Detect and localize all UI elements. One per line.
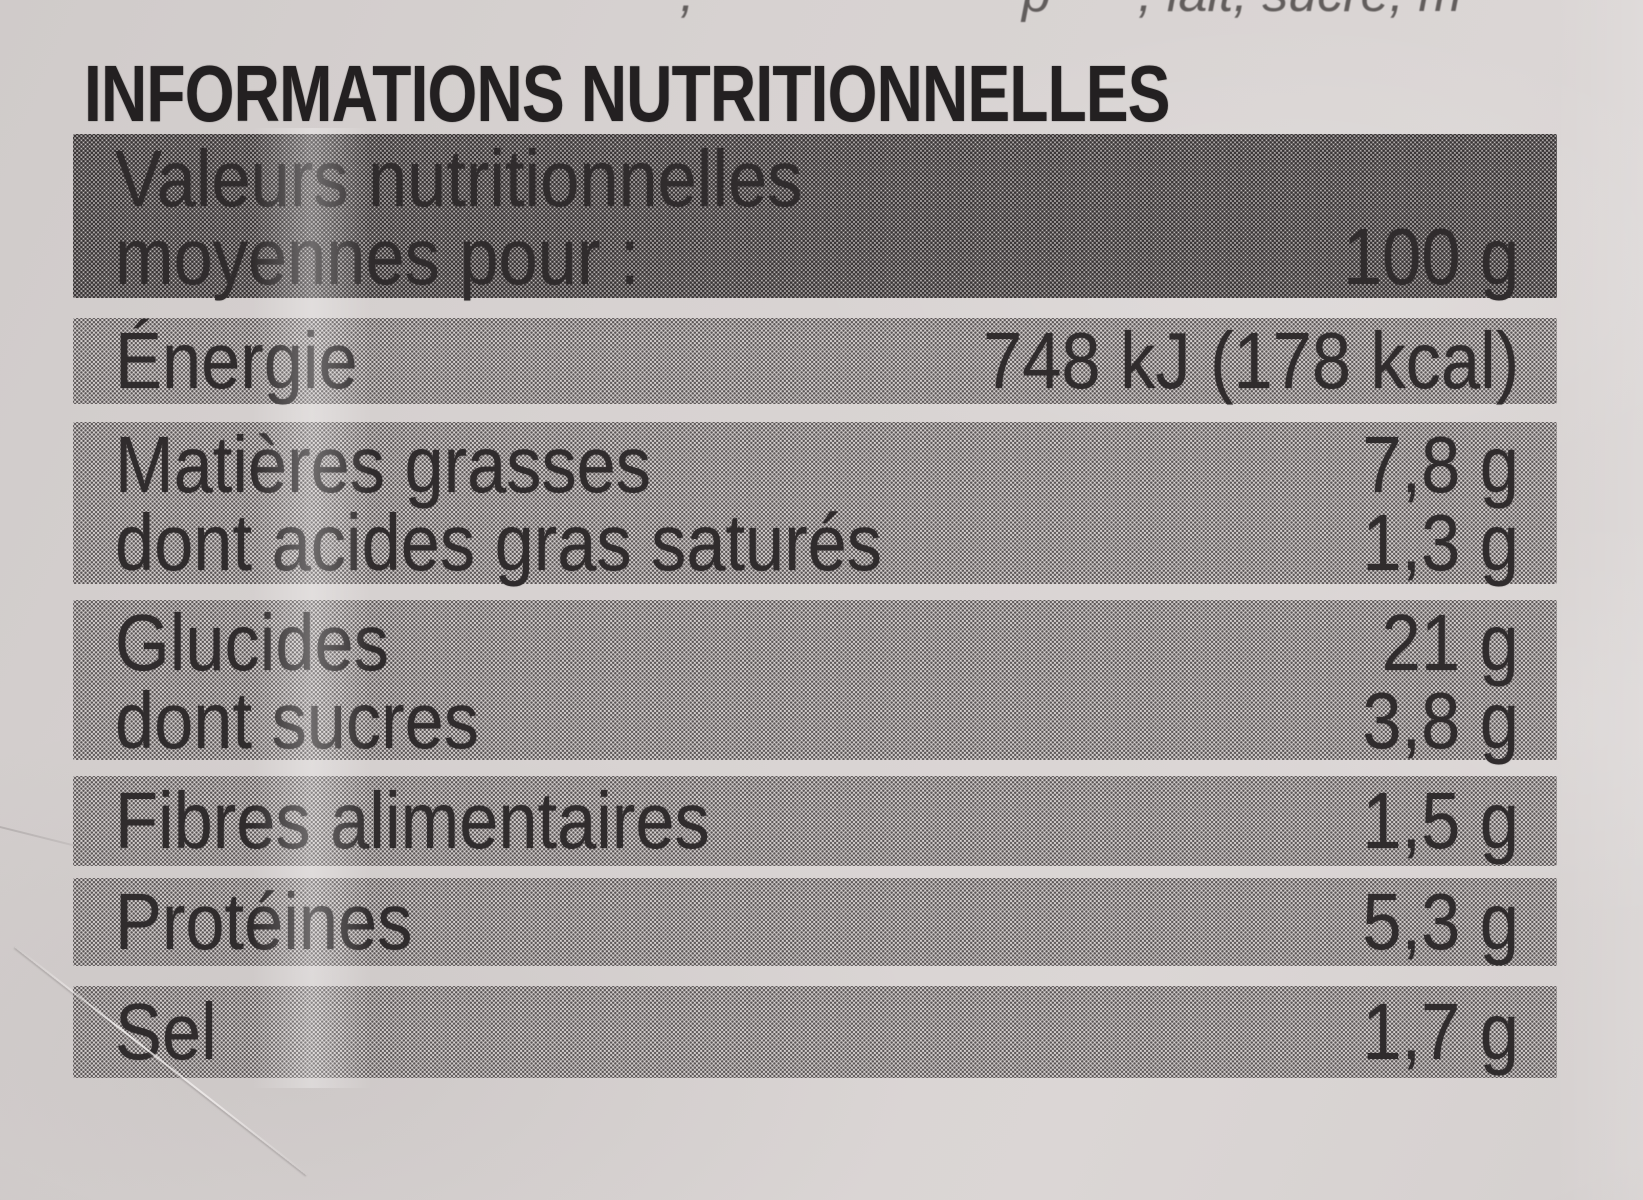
nutrient-value: 748 kJ (178 kcal) <box>982 316 1519 405</box>
nutrient-label: Glucides <box>115 598 389 687</box>
table-row-energie: Énergie 748 kJ (178 kcal) <box>73 318 1557 404</box>
cropped-text-fragment: , lait, sucre, m <box>1138 0 1462 24</box>
row-subline: dont acides gras saturés 1,3 g <box>115 498 1519 587</box>
cropped-text-fragment: , <box>680 0 694 24</box>
nutrient-subvalue: 3,8 g <box>1362 676 1519 765</box>
table-header-row: Valeurs nutritionnelles moyennes pour : … <box>73 134 1557 298</box>
header-serving-value: 100 g <box>1342 212 1519 301</box>
row-line: Glucides 21 g <box>115 598 1519 687</box>
nutrient-value: 5,3 g <box>1362 877 1519 966</box>
paper-edge-highlight <box>1553 0 1643 1200</box>
table-row-sel: Sel 1,7 g <box>73 986 1557 1078</box>
nutrient-sublabel: dont acides gras saturés <box>115 498 883 587</box>
header-label: Valeurs nutritionnelles <box>115 134 803 223</box>
row-subline: dont sucres 3,8 g <box>115 676 1519 765</box>
row-line: Protéines 5,3 g <box>115 882 1519 962</box>
page-title-text: INFORMATIONS NUTRITIONNELLES <box>84 49 1171 138</box>
row-line: Fibres alimentaires 1,5 g <box>115 781 1519 861</box>
nutrition-table: Valeurs nutritionnelles moyennes pour : … <box>73 134 1557 1078</box>
row-line: Sel 1,7 g <box>115 992 1519 1072</box>
nutrient-subvalue: 1,3 g <box>1362 498 1519 587</box>
table-row-matieres-grasses: Matières grasses 7,8 g dont acides gras … <box>73 422 1557 584</box>
nutrient-value: 21 g <box>1381 598 1519 687</box>
nutrient-sublabel: dont sucres <box>115 676 479 765</box>
row-line: Matières grasses 7,8 g <box>115 420 1519 509</box>
table-row-glucides: Glucides 21 g dont sucres 3,8 g <box>73 598 1557 765</box>
row-line: Énergie 748 kJ (178 kcal) <box>115 321 1519 401</box>
table-row-fibres: Fibres alimentaires 1,5 g <box>73 776 1557 866</box>
header-line-2: moyennes pour : 100 g <box>115 212 1519 301</box>
nutrient-value: 1,5 g <box>1362 776 1519 865</box>
page-title: INFORMATIONS NUTRITIONNELLES <box>84 52 1441 136</box>
header-label: moyennes pour : <box>115 212 640 301</box>
nutrient-value: 1,7 g <box>1362 987 1519 1076</box>
nutrient-label: Matières grasses <box>115 420 652 509</box>
header-line-1: Valeurs nutritionnelles <box>115 134 1519 223</box>
cropped-text-fragment: p <box>1022 0 1051 24</box>
nutrient-label: Sel <box>115 987 217 1076</box>
table-row-proteines: Protéines 5,3 g <box>73 878 1557 966</box>
nutrient-value: 7,8 g <box>1362 420 1519 509</box>
cropped-text-top-edge: , p , lait, sucre, m <box>610 0 1643 26</box>
nutrient-label: Énergie <box>115 316 358 405</box>
nutrient-label: Fibres alimentaires <box>115 776 710 865</box>
nutrient-label: Protéines <box>115 877 413 966</box>
